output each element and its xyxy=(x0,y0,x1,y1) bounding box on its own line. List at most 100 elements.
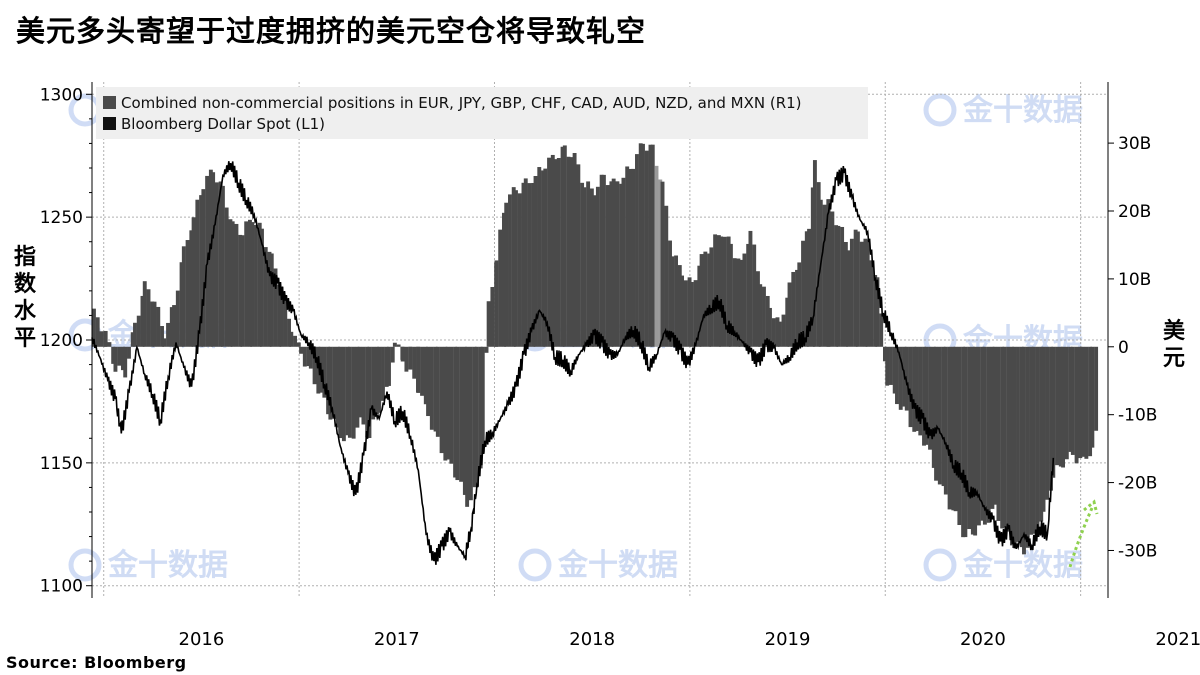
right-axis-title: 美元 xyxy=(1163,318,1186,371)
positions-bar xyxy=(1068,346,1073,452)
positions-bar xyxy=(374,346,379,415)
positions-bar xyxy=(576,164,581,347)
positions-bar xyxy=(918,346,923,436)
positions-bar xyxy=(504,202,509,347)
positions-bar xyxy=(150,301,155,347)
positions-bar xyxy=(302,346,307,367)
positions-bar xyxy=(1016,346,1020,542)
positions-bar xyxy=(179,262,184,347)
positions-bar xyxy=(777,321,782,347)
positions-bar xyxy=(648,144,653,347)
positions-bar xyxy=(420,346,424,396)
positions-bar xyxy=(195,199,200,347)
positions-bar xyxy=(550,154,555,347)
legend: Combined non-commercial positions in EUR… xyxy=(96,87,868,139)
positions-bar xyxy=(592,195,597,347)
positions-bar xyxy=(478,346,483,469)
positions-bar xyxy=(619,183,624,347)
positions-bar xyxy=(201,189,206,347)
positions-bar xyxy=(142,281,147,347)
positions-bar xyxy=(908,346,913,428)
positions-bar xyxy=(392,342,397,347)
positions-bar xyxy=(547,157,551,347)
positions-bar xyxy=(404,346,409,372)
positions-bar xyxy=(787,282,792,347)
positions-bar xyxy=(879,313,884,347)
positions-bar xyxy=(1041,346,1046,512)
positions-bar xyxy=(973,346,978,536)
positions-bar xyxy=(1019,346,1024,548)
positions-bar xyxy=(162,338,167,347)
legend-label-positions: Combined non-commercial positions in EUR… xyxy=(121,94,802,112)
positions-bar xyxy=(140,295,145,347)
positions-bar xyxy=(801,240,805,347)
positions-bar xyxy=(560,146,565,347)
legend-background xyxy=(96,87,868,139)
positions-bar xyxy=(765,295,770,347)
positions-bar xyxy=(439,346,444,454)
positions-bar xyxy=(722,236,727,347)
positions-bar xyxy=(638,143,643,347)
positions-bar xyxy=(426,346,431,417)
positions-bar xyxy=(99,331,104,347)
positions-bar xyxy=(166,322,170,347)
positions-bar xyxy=(537,167,542,347)
positions-bar xyxy=(1084,346,1089,459)
watermark-text: 金十数据 xyxy=(962,93,1083,128)
positions-bar xyxy=(976,346,981,526)
positions-bar xyxy=(572,152,577,347)
x-axis-year-label: 2016 xyxy=(179,629,225,650)
positions-bar xyxy=(416,346,421,393)
positions-bar xyxy=(771,318,776,347)
positions-bar xyxy=(527,183,532,347)
positions-bar xyxy=(963,346,968,538)
positions-bar xyxy=(1080,346,1085,457)
positions-bar xyxy=(332,346,337,419)
positions-bar xyxy=(474,346,479,487)
positions-bar xyxy=(289,331,294,347)
positions-bar xyxy=(160,326,164,347)
positions-bar xyxy=(328,346,333,420)
positions-bar xyxy=(400,346,405,362)
positions-bar xyxy=(816,182,821,347)
positions-bar xyxy=(433,346,438,432)
positions-bar xyxy=(254,224,258,347)
positions-bar xyxy=(601,174,606,347)
positions-bar xyxy=(818,199,823,347)
positions-bar xyxy=(355,346,360,428)
positions-bar xyxy=(146,289,151,347)
positions-bar xyxy=(742,253,747,347)
positions-bar xyxy=(716,235,721,347)
positions-bar xyxy=(732,258,737,347)
positions-bar xyxy=(719,236,724,347)
positions-bar xyxy=(191,217,196,347)
left-axis-title: 指数水平 xyxy=(14,245,37,351)
positions-bar xyxy=(381,346,385,401)
positions-bar xyxy=(865,239,870,347)
watermark-icon xyxy=(518,548,552,582)
left-axis-tick-label: 1300 xyxy=(40,85,83,105)
positions-bar xyxy=(807,228,812,347)
positions-bar xyxy=(306,346,311,367)
positions-bar xyxy=(980,346,985,521)
legend-swatch-positions xyxy=(103,96,116,109)
positions-bar xyxy=(924,346,929,445)
positions-bar xyxy=(1070,346,1075,455)
positions-bar xyxy=(562,145,567,347)
positions-bar xyxy=(687,277,692,347)
positions-bar xyxy=(709,247,714,347)
positions-bar xyxy=(834,225,839,347)
positions-bar xyxy=(849,238,854,347)
positions-bar xyxy=(189,230,194,347)
positions-bar xyxy=(169,307,174,347)
dollar-spot-line xyxy=(91,161,1055,565)
positions-bar xyxy=(553,159,558,347)
positions-bar xyxy=(1074,346,1079,464)
positions-bar xyxy=(830,211,835,347)
positions-bar xyxy=(1055,346,1059,466)
positions-bar xyxy=(556,158,561,347)
positions-bar xyxy=(996,346,1001,521)
positions-bar xyxy=(892,346,897,394)
positions-bar xyxy=(435,346,440,437)
positions-bar xyxy=(670,256,675,347)
